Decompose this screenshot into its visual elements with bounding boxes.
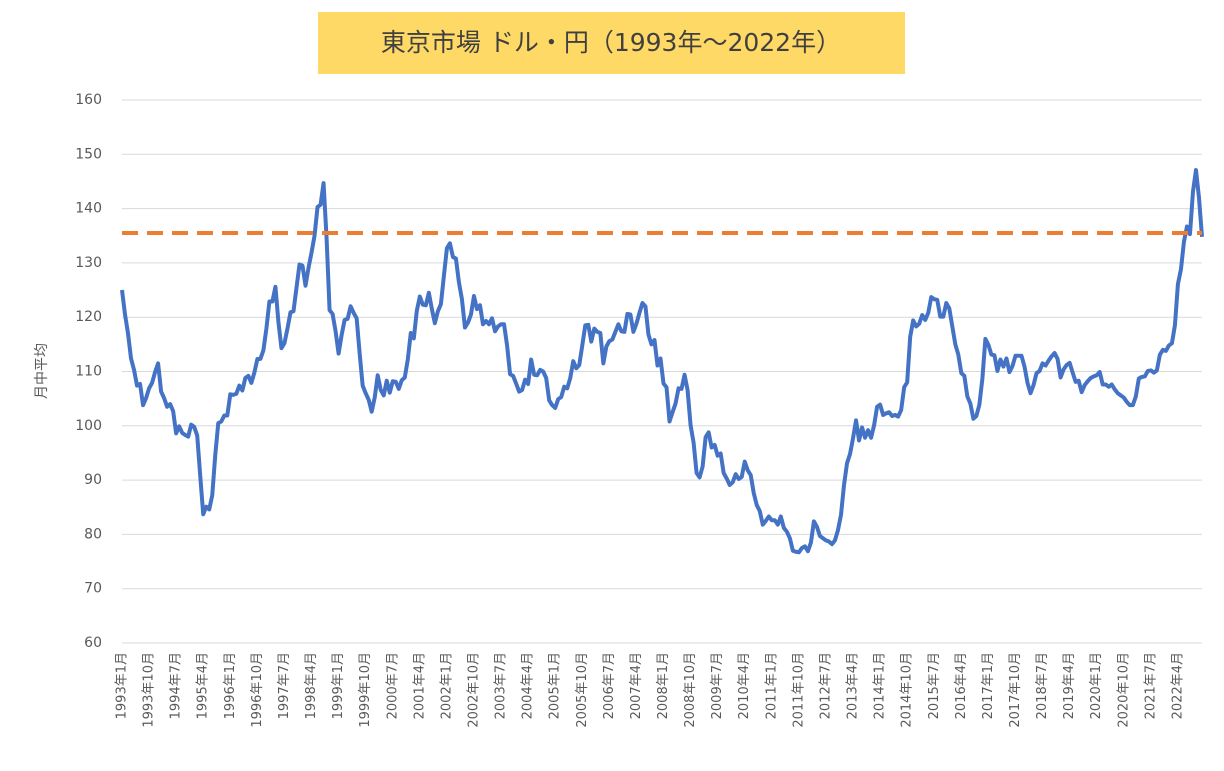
x-tick-label: 1997年7月: [277, 652, 292, 719]
y-tick-label: 70: [84, 581, 102, 597]
y-tick-label: 80: [84, 526, 102, 542]
y-tick-label: 160: [75, 92, 102, 108]
y-tick-label: 110: [75, 364, 102, 380]
y-axis-label: 月中平均: [34, 343, 50, 399]
x-tick-label: 2010年4月: [737, 652, 752, 719]
x-tick-label: 1994年7月: [169, 652, 184, 719]
x-tick-label: 1999年1月: [331, 652, 346, 719]
y-tick-label: 120: [75, 309, 102, 325]
x-tick-label: 1993年1月: [115, 652, 130, 719]
x-tick-label: 2009年7月: [710, 652, 725, 719]
x-tick-label: 2012年7月: [818, 652, 833, 719]
x-tick-label: 2020年10月: [1116, 652, 1131, 728]
x-tick-label: 2007年4月: [629, 652, 644, 719]
y-tick-label: 90: [84, 472, 102, 488]
x-tick-label: 2017年10月: [1008, 652, 1023, 728]
x-tick-label: 2019年4月: [1062, 652, 1077, 719]
x-tick-label: 2011年1月: [764, 652, 779, 719]
x-tick-label: 1996年1月: [223, 652, 238, 719]
x-tick-label: 2016年4月: [954, 652, 969, 719]
x-tick-label: 2020年1月: [1089, 652, 1104, 719]
x-tick-label: 2017年1月: [981, 652, 996, 719]
x-tick-label: 1999年10月: [358, 652, 373, 728]
x-tick-label: 2014年1月: [873, 652, 888, 719]
x-tick-label: 2002年1月: [439, 652, 454, 719]
x-tick-label: 2008年10月: [683, 652, 698, 728]
chart-title: 東京市場 ドル・円（1993年～2022年）: [381, 28, 841, 57]
x-tick-label: 2015年7月: [927, 652, 942, 719]
x-tick-label: 2021年7月: [1143, 652, 1158, 719]
x-tick-label: 2001年4月: [412, 652, 427, 719]
x-tick-label: 1995年4月: [196, 652, 211, 719]
x-tick-label: 2011年10月: [791, 652, 806, 728]
x-tick-label: 2004年4月: [521, 652, 536, 719]
x-tick-label: 2005年10月: [575, 652, 590, 728]
y-tick-label: 140: [75, 201, 102, 217]
y-tick-label: 150: [75, 146, 102, 162]
x-tick-label: 2018年7月: [1035, 652, 1050, 719]
y-tick-label: 130: [75, 255, 102, 271]
x-tick-label: 2003年7月: [494, 652, 509, 719]
x-tick-label: 2002年10月: [466, 652, 481, 728]
x-tick-label: 1998年4月: [304, 652, 319, 719]
x-tick-label: 2000年7月: [385, 652, 400, 719]
x-tick-label: 2008年1月: [656, 652, 671, 719]
x-tick-label: 2006年7月: [602, 652, 617, 719]
title-box: [318, 12, 905, 74]
x-tick-label: 2013年4月: [846, 652, 861, 719]
y-tick-label: 100: [75, 418, 102, 434]
data-line: [120, 168, 1204, 555]
x-tick-label: 1993年10月: [142, 652, 157, 728]
y-tick-label: 60: [84, 635, 102, 651]
x-tick-label: 2022年4月: [1170, 652, 1185, 719]
x-tick-label: 1996年10月: [250, 652, 265, 728]
x-tick-label: 2005年1月: [548, 652, 563, 719]
x-tick-label: 2014年10月: [900, 652, 915, 728]
